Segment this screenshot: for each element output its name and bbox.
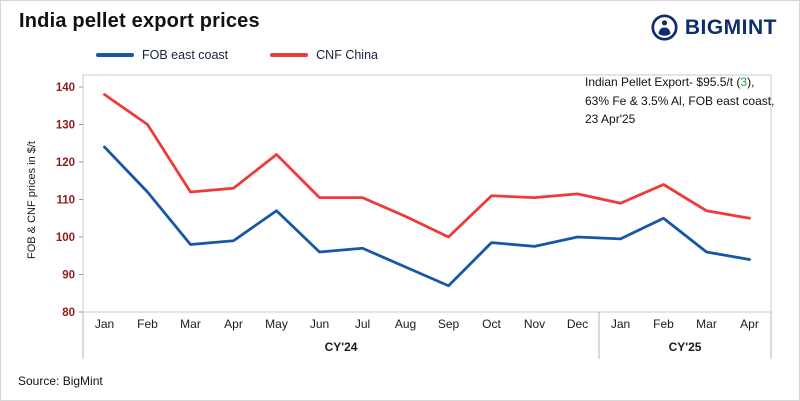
- svg-text:Jan: Jan: [95, 317, 114, 331]
- svg-text:Jun: Jun: [310, 317, 329, 331]
- svg-text:90: 90: [62, 270, 75, 282]
- svg-text:80: 80: [62, 307, 75, 319]
- svg-text:Apr: Apr: [740, 317, 759, 331]
- svg-text:CY'25: CY'25: [669, 340, 702, 354]
- brand-logo: BIGMINT: [651, 14, 777, 41]
- brand-name: BIGMINT: [684, 15, 777, 39]
- svg-text:Apr: Apr: [224, 317, 243, 331]
- page-title: India pellet export prices: [19, 10, 260, 32]
- svg-text:Oct: Oct: [482, 317, 501, 331]
- bigmint-icon: [651, 14, 678, 41]
- svg-text:100: 100: [56, 232, 75, 244]
- svg-text:Feb: Feb: [653, 317, 674, 331]
- svg-text:140: 140: [56, 82, 75, 94]
- svg-text:Nov: Nov: [524, 317, 545, 331]
- annotation-line3: 23 Apr'25: [585, 112, 636, 127]
- svg-text:Mar: Mar: [696, 317, 717, 331]
- legend-swatch-cnf: [270, 53, 309, 57]
- source-note: Source: BigMint: [18, 374, 103, 388]
- svg-text:130: 130: [56, 120, 75, 132]
- chart-annotation: Indian Pellet Export- $95.5/t (3), 63% F…: [585, 73, 797, 129]
- legend-swatch-fob: [96, 53, 134, 57]
- svg-text:Jul: Jul: [355, 317, 370, 331]
- legend-label-cnf: CNF China: [316, 48, 378, 62]
- annotation-highlight: 3: [740, 75, 748, 89]
- legend-label-fob: FOB east coast: [142, 48, 229, 62]
- svg-text:CY'24: CY'24: [325, 340, 358, 354]
- price-line-chart: 80 90 100 110 120 130 140 Jan Feb Mar Apr May Jun Jul…: [26, 74, 772, 359]
- legend-item-fob: FOB east coast: [96, 48, 228, 62]
- svg-text:May: May: [265, 317, 288, 331]
- annotation-line1-prefix: Indian Pellet Export- $95.5/t (: [585, 75, 741, 89]
- chart-area: 80 90 100 110 120 130 140 Jan Feb Mar Apr May Jun Jul…: [21, 67, 781, 367]
- legend-item-cnf: CNF China: [270, 48, 378, 62]
- header: India pellet export prices BIGMINT: [1, 1, 799, 47]
- svg-text:Sep: Sep: [438, 317, 460, 331]
- svg-text:Feb: Feb: [137, 317, 158, 331]
- svg-text:FOB & CNF prices in $/t: FOB & CNF prices in $/t: [26, 141, 38, 259]
- svg-text:Jan: Jan: [611, 317, 630, 331]
- annotation-line2: 63% Fe & 3.5% Al, FOB east coast,: [585, 93, 775, 108]
- chart-legend: FOB east coast CNF China: [96, 48, 378, 62]
- svg-text:Dec: Dec: [567, 317, 588, 331]
- svg-text:110: 110: [56, 195, 75, 207]
- svg-text:Mar: Mar: [180, 317, 201, 331]
- annotation-line1-suffix: ),: [747, 75, 755, 89]
- svg-text:120: 120: [56, 157, 75, 169]
- svg-text:Aug: Aug: [395, 317, 416, 331]
